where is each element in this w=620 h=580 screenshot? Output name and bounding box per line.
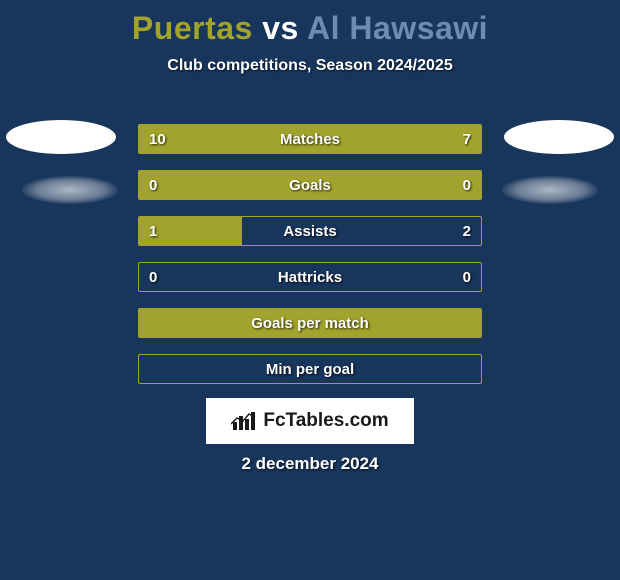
stat-row: Goals per match [138, 308, 482, 338]
player1-avatar-shadow [22, 176, 118, 204]
stat-label: Min per goal [139, 355, 481, 384]
subtitle: Club competitions, Season 2024/2025 [0, 57, 620, 75]
branding-badge: FcTables.com [206, 398, 414, 444]
stat-label: Hattricks [139, 263, 481, 292]
stat-label: Assists [139, 217, 481, 246]
stat-row: 12Assists [138, 216, 482, 246]
stat-row: 00Goals [138, 170, 482, 200]
stat-label: Matches [139, 125, 481, 154]
player2-name: Al Hawsawi [307, 10, 488, 46]
bar-chart-icon [231, 410, 257, 432]
branding-text: FcTables.com [263, 410, 388, 432]
date-label: 2 december 2024 [0, 454, 620, 474]
player1-avatar-placeholder [6, 120, 116, 154]
stat-label: Goals per match [139, 309, 481, 338]
player2-avatar-shadow [502, 176, 598, 204]
stats-bars: 107Matches 00Goals 12Assists 00Hattricks Goa… [138, 124, 482, 400]
stat-row: 00Hattricks [138, 262, 482, 292]
stat-row: Min per goal [138, 354, 482, 384]
player2-avatar-placeholder [504, 120, 614, 154]
stat-label: Goals [139, 171, 481, 200]
stat-row: 107Matches [138, 124, 482, 154]
player1-name: Puertas [132, 10, 253, 46]
comparison-title: Puertas vs Al Hawsawi [0, 0, 620, 47]
vs-label: vs [262, 10, 299, 46]
